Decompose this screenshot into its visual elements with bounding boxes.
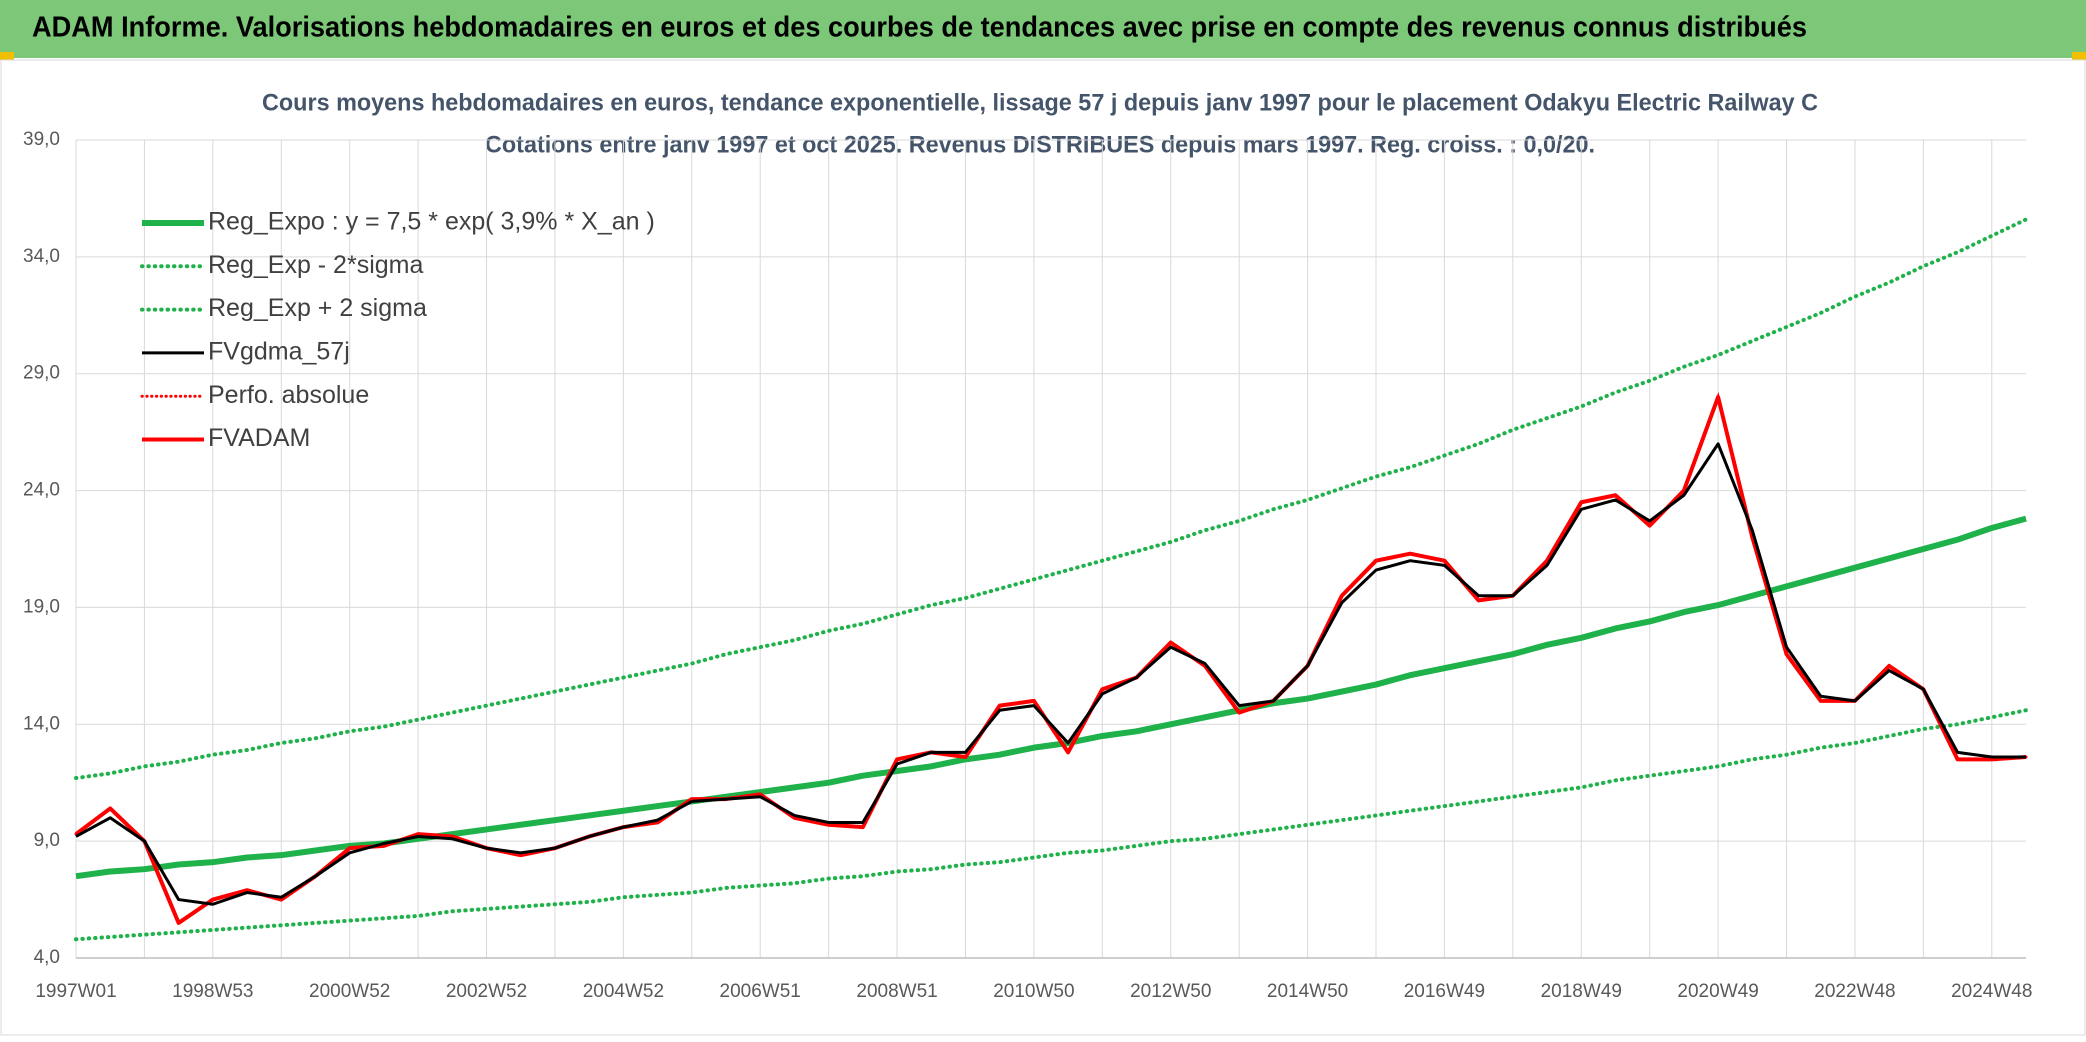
x-tick-label: 2022W48 — [1814, 981, 1895, 1002]
y-tick-label: 34,0 — [23, 246, 60, 267]
x-tick-label: 1998W53 — [172, 981, 253, 1002]
header-bar — [0, 0, 2086, 58]
legend-label: FVADAM — [208, 424, 310, 452]
x-tick-label: 2024W48 — [1951, 981, 2032, 1002]
y-tick-label: 29,0 — [23, 363, 60, 384]
x-tick-label: 2002W52 — [446, 981, 527, 1002]
y-tick-label: 4,0 — [34, 947, 60, 968]
x-tick-label: 2010W50 — [993, 981, 1074, 1002]
x-tick-label: 2004W52 — [583, 981, 664, 1002]
corner — [0, 52, 14, 60]
corner — [2072, 52, 2086, 60]
page-title: ADAM Informe. Valorisations hebdomadaire… — [32, 12, 1807, 44]
series-line — [74, 217, 2028, 781]
legend-label: Reg_Exp + 2 sigma — [208, 294, 427, 322]
x-tick-label: 2012W50 — [1130, 981, 1211, 1002]
chart-title: Cours moyens hebdomadaires en euros, ten… — [262, 89, 1818, 116]
series-line — [75, 442, 2026, 906]
x-tick-label: 2016W49 — [1404, 981, 1485, 1002]
y-tick-label: 39,0 — [23, 129, 60, 150]
x-tick-label: 1997W01 — [35, 981, 116, 1002]
series-line — [75, 515, 2027, 880]
y-tick-label: 19,0 — [23, 596, 60, 617]
legend-label: Reg_Expo : y = 7,5 * exp( 3,9% * X_an ) — [208, 208, 655, 236]
legend-label: Reg_Exp - 2*sigma — [208, 251, 423, 279]
series-line — [74, 708, 2028, 942]
frame — [0, 59, 2086, 1036]
chart-subtitle: Cotations entre janv 1997 et oct 2025. R… — [485, 131, 1595, 158]
legend-label: FVgdma_57j — [208, 338, 350, 366]
x-tick-label: 2020W49 — [1677, 981, 1758, 1002]
x-tick-label: 2014W50 — [1267, 981, 1348, 1002]
y-tick-label: 14,0 — [23, 713, 60, 734]
x-tick-label: 2000W52 — [309, 981, 390, 1002]
x-tick-label: 2018W49 — [1541, 981, 1622, 1002]
x-tick-label: 2008W51 — [856, 981, 937, 1002]
legend-label: Perfo. absolue — [208, 381, 369, 409]
y-tick-label: 9,0 — [34, 830, 60, 851]
x-tick-label: 2006W51 — [720, 981, 801, 1002]
y-tick-label: 24,0 — [23, 480, 60, 501]
